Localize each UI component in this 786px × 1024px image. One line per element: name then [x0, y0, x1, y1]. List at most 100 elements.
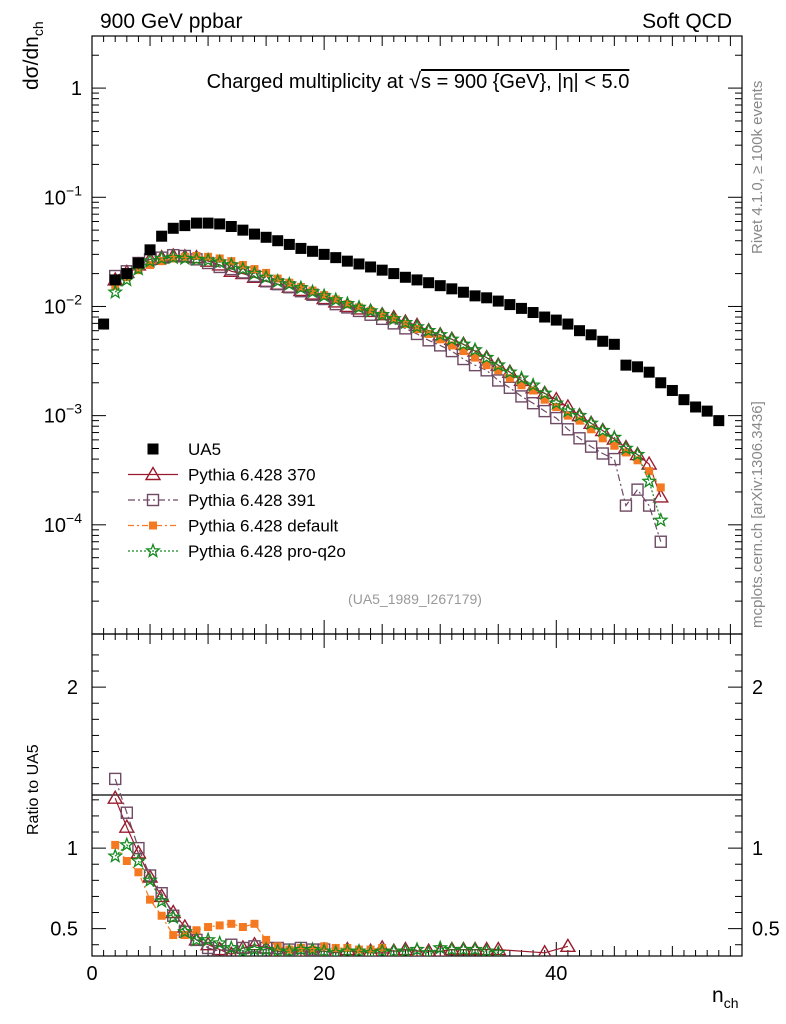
- data-point-ua5: [492, 295, 504, 307]
- legend-label: Pythia 6.428 default: [188, 517, 339, 536]
- data-point-ua5: [318, 248, 330, 260]
- series-3-point: [536, 385, 553, 401]
- series-3-point: [165, 249, 182, 265]
- legend-label: UA5: [188, 440, 221, 459]
- series-3-ratio-point: [327, 944, 344, 956]
- series-2-ratio-point: [204, 923, 213, 932]
- data-point-ua5: [190, 217, 202, 229]
- series-3-ratio-point: [316, 942, 333, 956]
- series-3-point: [548, 394, 565, 411]
- series-3-point: [269, 272, 286, 289]
- series-2-point: [540, 395, 549, 404]
- data-point-ua5: [272, 235, 284, 247]
- series-1-point: [584, 440, 598, 453]
- series-1-point: [503, 381, 517, 394]
- header-left-label: 900 GeV ppbar: [100, 10, 242, 33]
- series-2-ratio-point: [296, 943, 305, 952]
- series-0-ratio-point: [165, 904, 182, 919]
- data-point-ua5: [132, 257, 144, 269]
- data-point-ua5: [469, 290, 481, 302]
- series-3-ratio-point: [107, 847, 124, 863]
- series-3-point: [478, 349, 495, 365]
- data-point-ua5: [434, 280, 446, 292]
- series-3-ratio-point: [478, 942, 495, 956]
- series-3-ratio-point: [234, 942, 251, 956]
- series-2-point: [180, 252, 189, 261]
- series-2-ratio-point: [238, 923, 247, 932]
- series-3-ratio-point: [258, 941, 275, 956]
- series-0-ratio-point: [141, 868, 159, 883]
- series-3-point: [583, 414, 600, 431]
- series-3-point: [385, 310, 402, 326]
- x-tick-label: 0: [86, 963, 97, 985]
- data-point-ua5: [341, 255, 353, 267]
- series-0-ratio-point: [118, 818, 136, 833]
- series-2-point: [343, 300, 352, 309]
- series-2-ratio-point: [250, 919, 259, 928]
- series-2-point: [401, 320, 410, 329]
- legend-marker: [145, 542, 161, 558]
- data-point-ua5: [249, 228, 260, 240]
- data-point-ua5: [504, 299, 516, 311]
- series-3-ratio-point: [153, 892, 170, 908]
- series-2-ratio-point: [354, 945, 363, 954]
- series-2-point: [204, 252, 213, 261]
- series-2-ratio-point: [366, 945, 375, 954]
- data-point-ua5: [539, 311, 551, 323]
- series-2-point: [331, 295, 340, 304]
- data-point-ua5: [562, 318, 574, 330]
- series-2-point: [645, 467, 654, 476]
- data-point-ua5: [109, 274, 121, 286]
- x-axis-label: nch: [712, 984, 738, 1011]
- data-point-ua5: [260, 231, 272, 243]
- series-3-ratio-point: [397, 942, 414, 956]
- series-3-point: [641, 473, 658, 489]
- series-3-point: [362, 302, 379, 318]
- data-point-ua5: [365, 261, 377, 273]
- data-point-ua5: [666, 384, 678, 396]
- y-axis-label-ratio: Ratio to UA5: [25, 744, 42, 835]
- series-3-ratio-point: [223, 939, 240, 955]
- series-2-point: [598, 434, 607, 443]
- series-3-ratio-point: [455, 941, 472, 956]
- series-0-ratio-point: [246, 936, 263, 951]
- series-2-point: [529, 386, 538, 395]
- series-2-ratio-point: [285, 945, 294, 954]
- series-2-point: [169, 254, 178, 263]
- series-3-point: [200, 251, 217, 267]
- series-0-ratio-point: [455, 941, 472, 956]
- series-3-point: [559, 402, 576, 418]
- series-1-point: [515, 390, 528, 403]
- series-3-point: [397, 314, 414, 330]
- series-1-point: [561, 423, 575, 436]
- series-3-point: [525, 376, 542, 393]
- series-3-point: [467, 341, 483, 357]
- series-3-point: [351, 299, 367, 315]
- ratio-y-tick-label-right: 0.5: [752, 919, 780, 941]
- data-point-ua5: [225, 220, 237, 232]
- series-0-point: [652, 488, 669, 503]
- ratio-y-tick-label: 0.5: [50, 919, 78, 941]
- series-2-point: [552, 402, 561, 411]
- series-1-point: [492, 374, 505, 387]
- series-3-ratio-point: [409, 941, 425, 956]
- series-1-ratio-point: [155, 887, 168, 900]
- series-2-ratio-point: [343, 943, 352, 952]
- series-3-ratio-point: [176, 923, 193, 939]
- data-point-ua5: [307, 245, 319, 257]
- series-2-point: [227, 257, 236, 266]
- series-1-point: [457, 352, 470, 366]
- legend-label: Pythia 6.428 pro-q2o: [188, 542, 346, 561]
- x-tick-label: 40: [545, 963, 567, 985]
- series-1-point: [654, 535, 667, 548]
- series-3-point: [617, 440, 634, 456]
- series-2-point: [621, 448, 630, 457]
- series-3-point: [211, 253, 228, 269]
- series-3-point: [420, 322, 437, 338]
- series-2-point: [320, 291, 329, 300]
- series-1-point: [526, 396, 540, 410]
- data-point-ua5: [202, 217, 214, 229]
- series-2-point: [134, 266, 143, 275]
- series-2-point: [354, 303, 363, 312]
